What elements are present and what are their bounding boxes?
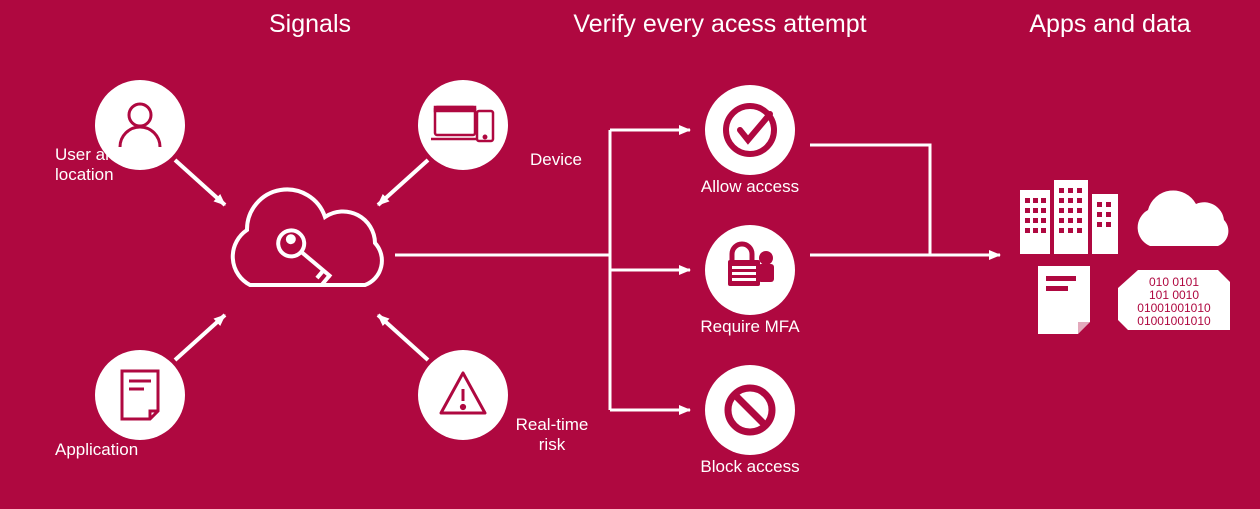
document-icon bbox=[1038, 266, 1090, 334]
svg-text:01001001010: 01001001010 bbox=[1137, 314, 1211, 328]
device-label: Device bbox=[530, 150, 582, 169]
risk-label-1: Real-time bbox=[516, 415, 589, 434]
application-label: Application bbox=[55, 440, 138, 459]
user-label-2: location bbox=[55, 165, 114, 184]
header-signals: Signals bbox=[269, 10, 351, 38]
background bbox=[0, 0, 1260, 509]
risk-label-2: risk bbox=[539, 435, 566, 454]
svg-text:010 0101: 010 0101 bbox=[1149, 275, 1199, 289]
header-verify: Verify every acess attempt bbox=[573, 10, 866, 38]
diagram-canvas: Signals Verify every acess attempt Apps … bbox=[0, 0, 1260, 509]
header-apps: Apps and data bbox=[1029, 10, 1190, 38]
allow-label: Allow access bbox=[701, 177, 799, 196]
user-label-1: User and bbox=[55, 145, 124, 164]
svg-text:01001001010: 01001001010 bbox=[1137, 301, 1211, 315]
svg-text:101 0010: 101 0010 bbox=[1149, 288, 1199, 302]
block-label: Block access bbox=[700, 457, 799, 476]
binary-icon: 010 0101 101 0010 01001001010 0100100101… bbox=[1118, 270, 1230, 330]
mfa-label: Require MFA bbox=[700, 317, 800, 336]
diagram-svg: Signals Verify every acess attempt Apps … bbox=[0, 0, 1260, 509]
verify-block: Block access bbox=[700, 365, 799, 476]
verify-allow: Allow access bbox=[701, 85, 799, 196]
